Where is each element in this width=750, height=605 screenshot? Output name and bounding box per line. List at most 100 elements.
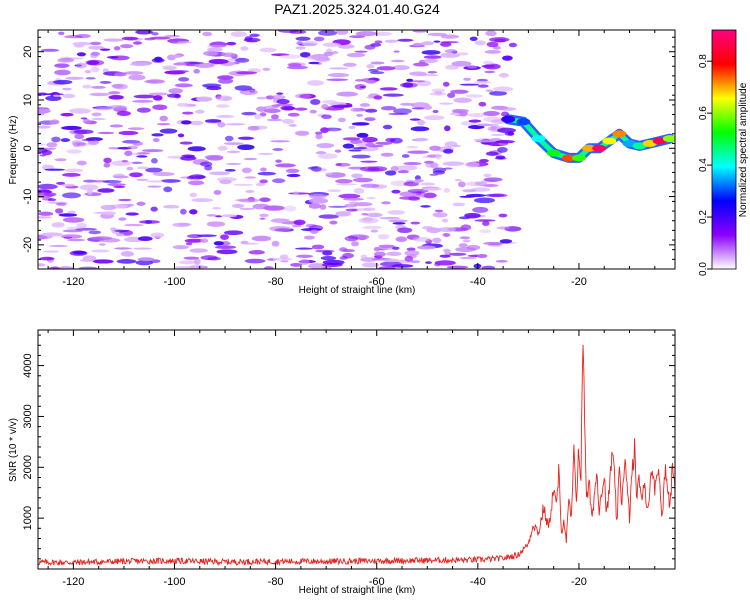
spectrogram-cell xyxy=(64,168,84,173)
spectrogram-cell xyxy=(351,122,370,126)
spectrogram-cell xyxy=(344,235,359,242)
spectrogram-cell xyxy=(270,140,290,143)
spectrogram-cell xyxy=(315,151,327,155)
spectrogram-cell xyxy=(85,59,105,66)
spectrogram-cell xyxy=(420,182,435,186)
spectrogram-cell xyxy=(237,144,255,151)
spectrogram-cell xyxy=(150,206,158,212)
spectrogram-cell xyxy=(310,99,321,105)
spectrogram-cell xyxy=(90,51,101,56)
spectrogram-cell xyxy=(62,217,85,223)
snr-background xyxy=(38,330,675,569)
spectrogram-cell xyxy=(322,42,341,47)
spectrogram-cell xyxy=(432,167,447,173)
spectrogram-cell xyxy=(323,51,334,56)
spectrogram-cell xyxy=(212,206,222,210)
spectrogram-cell xyxy=(179,141,193,145)
spectrogram-cell xyxy=(213,241,224,246)
spectrogram-cell xyxy=(82,84,93,89)
spectrogram-x-tick-label: -120 xyxy=(62,276,84,288)
spectrogram-cell xyxy=(102,211,117,216)
spectrogram-cell xyxy=(254,113,262,120)
spectrogram-cell xyxy=(91,112,102,117)
spectrogram-cell xyxy=(61,183,75,187)
spectrogram-cell xyxy=(226,150,241,154)
spectrogram-cell xyxy=(270,218,289,223)
signal-track-point xyxy=(582,144,597,152)
spectrogram-cell xyxy=(315,133,323,140)
spectrogram-cell xyxy=(459,83,480,86)
spectrogram-cell xyxy=(287,112,300,117)
spectrogram-cell xyxy=(80,117,88,120)
spectrogram-cell xyxy=(397,38,414,42)
spectrogram-cell xyxy=(67,210,77,214)
spectrogram-cell xyxy=(153,95,163,101)
spectrogram-cell xyxy=(331,104,353,108)
spectrogram-cell xyxy=(62,93,76,99)
spectrogram-cell xyxy=(84,69,92,74)
spectrogram-cell xyxy=(432,212,448,218)
spectrogram-cell xyxy=(434,209,444,213)
spectrogram-cell xyxy=(172,245,190,250)
spectrogram-cell xyxy=(421,41,434,46)
spectrogram-cell xyxy=(51,136,61,143)
spectrogram-cell xyxy=(79,184,99,191)
spectrogram-cell xyxy=(160,179,181,183)
spectrogram-cell xyxy=(313,36,325,42)
spectrogram-cell xyxy=(78,266,98,269)
spectrogram-cell xyxy=(180,208,187,215)
spectrogram-y-tick-label: 0 xyxy=(22,145,34,151)
spectrogram-cell xyxy=(162,204,180,209)
spectrogram-cell xyxy=(438,227,456,233)
spectrogram-cell xyxy=(451,60,472,67)
spectrogram-cell xyxy=(408,80,426,83)
spectrogram-cell xyxy=(476,123,494,127)
spectrogram-cell xyxy=(308,203,321,209)
spectrogram-cell xyxy=(346,52,366,58)
spectrogram-cell xyxy=(38,235,48,240)
spectrogram-cell xyxy=(91,117,107,121)
spectrogram-cell xyxy=(244,258,266,264)
spectrogram-cell xyxy=(310,229,319,234)
spectrogram-cell xyxy=(259,213,269,218)
spectrogram-cell xyxy=(206,221,226,227)
spectrogram-cell xyxy=(444,49,457,54)
spectrogram-cell xyxy=(189,192,198,198)
snr-y-tick-label: 1000 xyxy=(22,506,34,530)
spectrogram-cell xyxy=(200,255,218,261)
spectrogram-cell xyxy=(295,130,310,136)
spectrogram-cell xyxy=(121,36,139,41)
spectrogram-cell xyxy=(73,129,94,135)
spectrogram-cell xyxy=(60,112,74,117)
spectrogram-cell xyxy=(187,146,206,152)
spectrogram-cell xyxy=(293,219,306,226)
spectrogram-cell xyxy=(329,67,349,70)
spectrogram-cell xyxy=(97,131,115,135)
spectrogram-cell xyxy=(361,262,380,268)
spectrogram-cell xyxy=(275,103,294,107)
spectrogram-cell xyxy=(295,247,313,250)
spectrogram-cell xyxy=(286,65,308,70)
spectrogram-cell xyxy=(440,52,461,58)
spectrogram-cell xyxy=(216,115,235,118)
spectrogram-cell xyxy=(474,81,492,84)
spectrogram-cell xyxy=(404,255,414,262)
spectrogram-cell xyxy=(276,92,284,95)
spectrogram-cell xyxy=(502,55,513,61)
spectrogram-cell xyxy=(354,83,367,90)
spectrogram-x-tick-label: -40 xyxy=(470,276,486,288)
spectrogram-cell xyxy=(429,173,439,176)
spectrogram-cell xyxy=(308,197,329,204)
spectrogram-cell xyxy=(257,171,277,176)
spectrogram-cell xyxy=(426,227,442,234)
spectrogram-cell xyxy=(141,149,164,153)
spectrogram-cell xyxy=(322,259,345,266)
spectrogram-cell xyxy=(432,237,442,244)
spectrogram-cell xyxy=(354,50,368,53)
spectrogram-cell xyxy=(93,107,114,111)
spectrogram-y-tick-label: -10 xyxy=(22,189,34,205)
spectrogram-cell xyxy=(206,214,217,217)
spectrogram-cell xyxy=(120,44,134,49)
spectrogram-cell xyxy=(295,46,306,50)
spectrogram-cell xyxy=(399,196,420,200)
